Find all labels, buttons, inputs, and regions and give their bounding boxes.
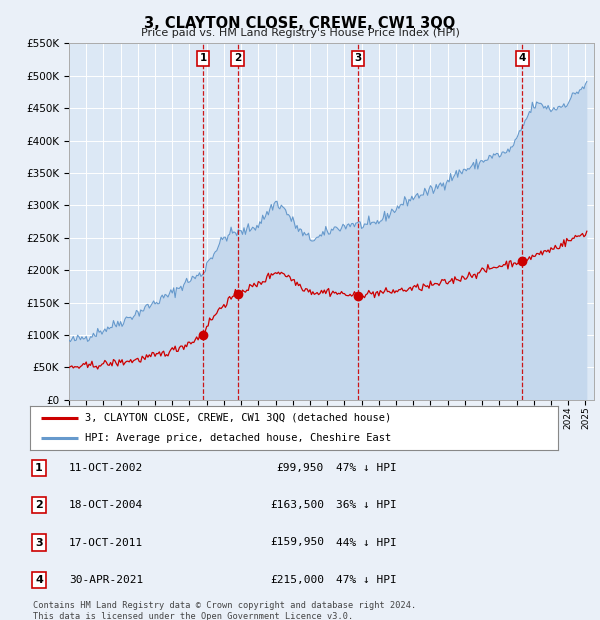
Text: £163,500: £163,500	[270, 500, 324, 510]
Text: 4: 4	[518, 53, 526, 63]
Text: Contains HM Land Registry data © Crown copyright and database right 2024.: Contains HM Land Registry data © Crown c…	[33, 601, 416, 611]
Text: 2: 2	[234, 53, 241, 63]
Text: £215,000: £215,000	[270, 575, 324, 585]
Text: 3, CLAYTON CLOSE, CREWE, CW1 3QQ: 3, CLAYTON CLOSE, CREWE, CW1 3QQ	[145, 16, 455, 30]
Text: £159,950: £159,950	[270, 538, 324, 547]
Text: 3, CLAYTON CLOSE, CREWE, CW1 3QQ (detached house): 3, CLAYTON CLOSE, CREWE, CW1 3QQ (detach…	[85, 413, 392, 423]
Text: 47% ↓ HPI: 47% ↓ HPI	[336, 463, 397, 473]
Text: 47% ↓ HPI: 47% ↓ HPI	[336, 575, 397, 585]
Text: 2: 2	[35, 500, 43, 510]
Text: 4: 4	[35, 575, 43, 585]
Text: 17-OCT-2011: 17-OCT-2011	[69, 538, 143, 547]
Text: 1: 1	[35, 463, 43, 473]
Text: 11-OCT-2002: 11-OCT-2002	[69, 463, 143, 473]
Text: 1: 1	[199, 53, 207, 63]
Text: 44% ↓ HPI: 44% ↓ HPI	[336, 538, 397, 547]
Text: 3: 3	[35, 538, 43, 547]
Text: Price paid vs. HM Land Registry's House Price Index (HPI): Price paid vs. HM Land Registry's House …	[140, 28, 460, 38]
Text: 30-APR-2021: 30-APR-2021	[69, 575, 143, 585]
Text: HPI: Average price, detached house, Cheshire East: HPI: Average price, detached house, Ches…	[85, 433, 392, 443]
Text: 3: 3	[355, 53, 362, 63]
Text: 36% ↓ HPI: 36% ↓ HPI	[336, 500, 397, 510]
Text: 18-OCT-2004: 18-OCT-2004	[69, 500, 143, 510]
Text: This data is licensed under the Open Government Licence v3.0.: This data is licensed under the Open Gov…	[33, 612, 353, 620]
Text: £99,950: £99,950	[277, 463, 324, 473]
